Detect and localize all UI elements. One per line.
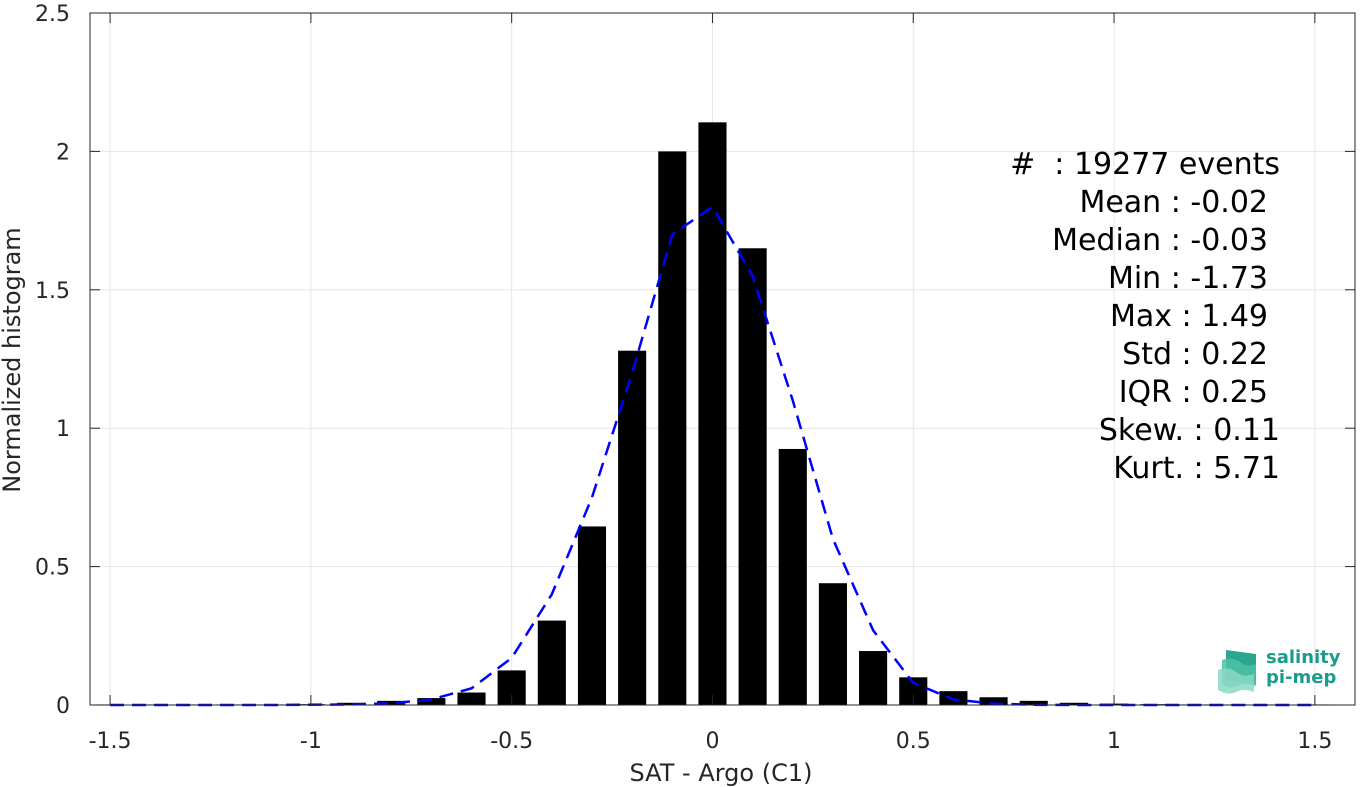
y-tick-label: 2.5	[35, 2, 70, 27]
histogram-bar	[336, 702, 366, 705]
y-tick-label: 1	[56, 417, 70, 442]
stat-median: Median : -0.03	[1052, 223, 1268, 258]
stat-max: Max : 1.49	[1110, 299, 1268, 334]
histogram-bar	[577, 526, 607, 705]
y-tick-label: 1.5	[35, 279, 70, 304]
histogram-bar	[618, 350, 647, 705]
histogram-bar	[859, 651, 888, 705]
stats-box: # : 19277 events Mean : -0.02 Median : -…	[960, 146, 1280, 488]
histogram-bar	[1019, 700, 1048, 705]
x-tick-label: 0.5	[896, 729, 931, 754]
y-tick-label: 0.5	[35, 556, 70, 581]
x-axis-title: SAT - Argo (C1)	[630, 759, 813, 787]
x-tick-label: 1	[1107, 729, 1121, 754]
histogram-bar	[979, 697, 1008, 705]
histogram-bar	[939, 691, 968, 705]
histogram-bar	[1059, 702, 1088, 705]
histogram-bar	[738, 248, 767, 705]
stat-mean: Mean : -0.02	[1079, 185, 1268, 220]
x-tick-labels: -1.5 -1 -0.5 0 0.5 1 1.5	[89, 729, 1333, 754]
histogram-bar	[377, 700, 406, 705]
logo-text: salinity pi-mep	[1266, 648, 1341, 688]
histogram-bar	[537, 620, 566, 705]
logo-line-1: salinity	[1266, 647, 1341, 668]
histogram-bar	[818, 583, 847, 705]
histogram-bar	[698, 122, 727, 705]
plot-frame	[89, 12, 1356, 706]
histogram-bars	[96, 122, 1329, 706]
x-tick-label: 1.5	[1297, 729, 1332, 754]
stat-std: Std : 0.22	[1122, 337, 1268, 372]
wave-logo-icon	[1218, 650, 1256, 694]
logo-line-2: pi-mep	[1266, 667, 1337, 688]
stat-min: Min : -1.73	[1107, 261, 1268, 296]
salinity-pimep-logo: salinity pi-mep	[1216, 646, 1346, 694]
x-tick-label: 0	[705, 729, 719, 754]
axes	[89, 12, 1356, 706]
x-tick-label: -1.5	[89, 729, 132, 754]
stat-skew: Skew. : 0.11	[1098, 413, 1280, 448]
stat-kurt: Kurt. : 5.71	[1113, 451, 1280, 486]
stat-events: # : 19277 events	[1010, 147, 1280, 182]
x-tick-label: -0.5	[490, 729, 533, 754]
y-tick-label: 2	[56, 140, 70, 165]
y-axis-title: Normalized histogram	[0, 227, 26, 492]
histogram-bar	[457, 692, 486, 705]
y-tick-labels: 0 0.5 1 1.5 2 2.5	[35, 2, 70, 719]
y-tick-label: 0	[56, 694, 70, 719]
histogram-bar	[417, 698, 446, 705]
stat-iqr: IQR : 0.25	[1118, 375, 1268, 410]
histogram-bar	[658, 151, 687, 705]
histogram-bar	[778, 448, 807, 705]
x-tick-label: -1	[300, 729, 322, 754]
